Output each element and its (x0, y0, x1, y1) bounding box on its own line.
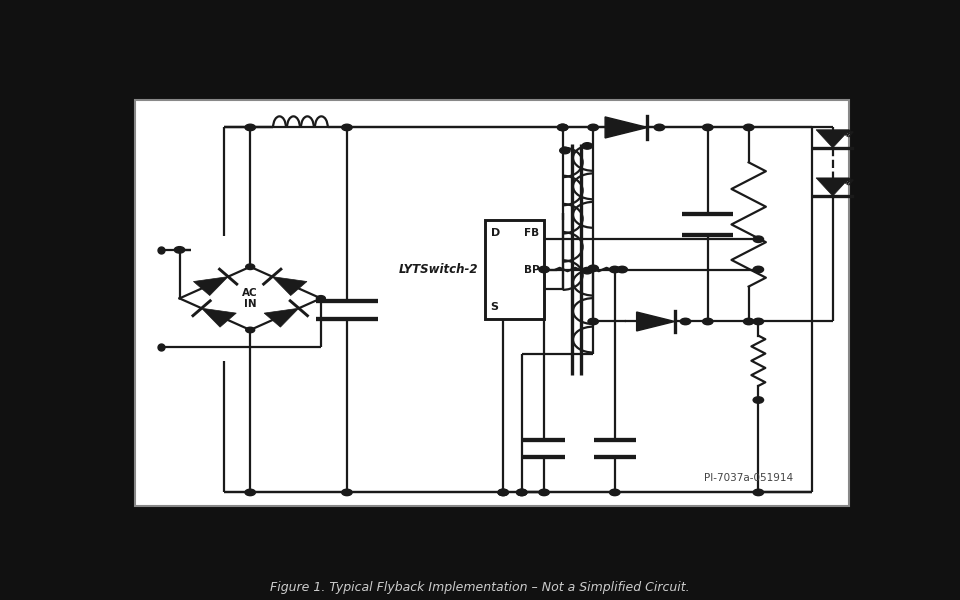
Polygon shape (202, 308, 236, 327)
Polygon shape (816, 178, 850, 196)
Circle shape (681, 318, 690, 325)
Circle shape (754, 318, 763, 325)
Text: AC
IN: AC IN (242, 287, 258, 309)
Circle shape (754, 236, 763, 242)
Circle shape (558, 124, 568, 131)
Text: S: S (491, 302, 498, 312)
Circle shape (245, 489, 255, 496)
Polygon shape (605, 117, 647, 138)
Bar (485, 220, 544, 319)
Circle shape (654, 124, 664, 131)
Circle shape (588, 265, 598, 272)
Circle shape (245, 124, 255, 131)
Circle shape (703, 318, 713, 325)
Polygon shape (264, 308, 299, 327)
Polygon shape (816, 130, 850, 148)
Text: Figure 1. Typical Flyback Implementation – Not a Simplified Circuit.: Figure 1. Typical Flyback Implementation… (270, 581, 690, 594)
Circle shape (175, 247, 184, 253)
Text: FB: FB (524, 228, 540, 238)
Circle shape (539, 266, 549, 273)
Circle shape (703, 124, 713, 131)
Circle shape (610, 489, 620, 496)
Circle shape (498, 489, 509, 496)
Circle shape (342, 124, 352, 131)
Circle shape (246, 327, 254, 333)
Circle shape (743, 318, 754, 325)
Circle shape (317, 296, 325, 301)
Polygon shape (636, 312, 675, 331)
Polygon shape (273, 277, 307, 296)
Polygon shape (194, 277, 228, 296)
Circle shape (754, 397, 763, 403)
Text: LYTSwitch-2: LYTSwitch-2 (399, 263, 479, 276)
Circle shape (558, 124, 568, 131)
Circle shape (754, 266, 763, 273)
Circle shape (588, 318, 598, 325)
Text: PI-7037a-051914: PI-7037a-051914 (705, 473, 793, 483)
Circle shape (246, 264, 254, 269)
Circle shape (539, 489, 549, 496)
Circle shape (516, 489, 527, 496)
Circle shape (560, 148, 570, 154)
Circle shape (342, 489, 352, 496)
Text: BP: BP (524, 265, 540, 275)
Text: D: D (491, 228, 500, 238)
Circle shape (582, 268, 592, 274)
Circle shape (610, 266, 620, 273)
Circle shape (516, 489, 527, 496)
Circle shape (498, 489, 509, 496)
Circle shape (588, 124, 598, 131)
Circle shape (582, 143, 592, 149)
FancyBboxPatch shape (134, 100, 849, 506)
Circle shape (617, 266, 628, 273)
Circle shape (754, 489, 763, 496)
Circle shape (743, 124, 754, 131)
